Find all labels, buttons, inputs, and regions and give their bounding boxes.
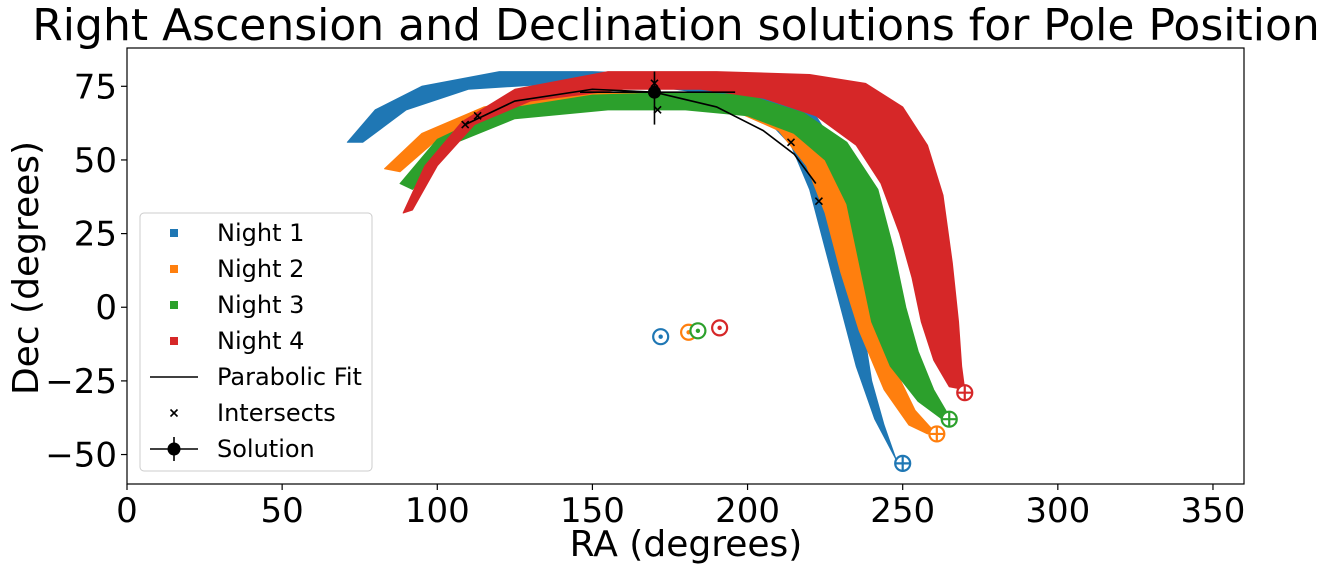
y-tick-label-25: 25	[74, 215, 117, 255]
parabolic-fit-line	[464, 88, 817, 184]
endpoint-cross-night-1	[895, 455, 911, 471]
y-tick-label-0: 0	[95, 288, 117, 328]
legend-label-solution: Solution	[217, 435, 315, 463]
intersect-marker-6	[814, 197, 823, 206]
legend-label-night-1: Night 1	[217, 219, 304, 247]
legend-swatch-night-4	[170, 337, 178, 345]
y-axis: 75 50 25 0 −25 −50	[45, 67, 127, 476]
sun-marker-dot-night-1	[658, 334, 663, 339]
endpoint-cross-night-4	[957, 385, 973, 401]
endpoint-cross-night-2	[929, 426, 945, 442]
x-tick-label-200: 200	[715, 491, 780, 531]
intersect-marker-1	[461, 120, 470, 129]
legend-swatch-night-2	[170, 265, 178, 273]
intersect-marker-2	[473, 111, 482, 120]
legend-swatch-intersects	[169, 408, 179, 418]
plot-frame	[126, 47, 1245, 485]
legend-swatch-night-3	[170, 301, 178, 309]
x-tick-label-100: 100	[405, 491, 470, 531]
x-tick-label-150: 150	[560, 491, 625, 531]
parabolic-fit-group	[464, 88, 817, 184]
legend-swatch-night-1	[170, 229, 178, 237]
x-tick-label-300: 300	[1025, 491, 1090, 531]
legend-swatch-solution	[167, 442, 181, 456]
x-tick-label-0: 0	[116, 491, 138, 531]
y-tick-label-75: 75	[74, 67, 117, 107]
sun-marker-dot-night-4	[717, 325, 722, 331]
x-axis-label: RA (degrees)	[570, 524, 803, 565]
plot-area	[346, 71, 974, 472]
legend-label-intersects: Intersects	[217, 399, 336, 427]
x-tick-label-50: 50	[261, 491, 304, 531]
x-tick-label-250: 250	[870, 491, 935, 531]
legend-label-night-4: Night 4	[217, 327, 304, 355]
intersect-marker-5	[786, 138, 796, 147]
chart-title: Right Ascension and Declination solution…	[32, 0, 1320, 51]
legend: Night 1 Night 2 Night 3 Night 4 Parabolic Fi…	[139, 212, 373, 472]
y-tick-label-50: 50	[74, 141, 117, 181]
markers	[461, 71, 974, 472]
legend-frame	[139, 212, 373, 472]
solution-marker	[647, 85, 661, 99]
solution-bands	[346, 71, 966, 461]
legend-label-parabolic-fit: Parabolic Fit	[217, 363, 362, 391]
y-axis-label: Dec (degrees)	[6, 141, 47, 395]
band-night-4	[402, 71, 966, 391]
legend-label-night-2: Night 2	[217, 255, 304, 283]
band-night-2	[384, 91, 935, 435]
endpoint-cross-night-3	[941, 411, 957, 427]
legend-label-night-3: Night 3	[217, 291, 304, 319]
y-tick-label--50: −50	[45, 436, 117, 476]
x-tick-label-350: 350	[1181, 491, 1246, 531]
sun-marker-dot-night-3	[695, 328, 701, 334]
y-tick-label--25: −25	[45, 362, 117, 402]
x-axis: 0 50 100 150 200 250 300 350	[116, 484, 1245, 531]
